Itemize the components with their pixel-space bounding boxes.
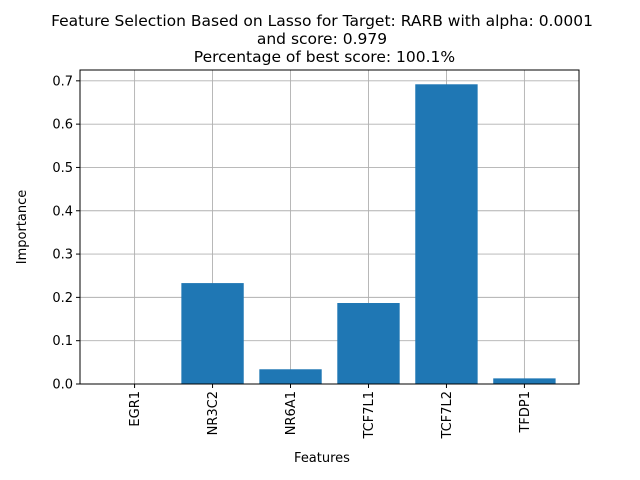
y-axis: 0.0 0.1 0.2 0.3 0.4 0.5 0.6 0.7 (52, 74, 80, 393)
y-tick-label: 0.3 (52, 248, 73, 263)
x-axis: EGR1 NR3C2 NR6A1 TCF7L1 TCF7L2 TFDP1 (128, 384, 533, 440)
chart-title-line-1: Feature Selection Based on Lasso for Tar… (51, 12, 593, 30)
bar-tfdp1 (493, 378, 556, 384)
plot-frame (79, 69, 580, 385)
y-tick-label: 0.7 (52, 74, 73, 89)
x-tick-label: TFDP1 (518, 391, 533, 434)
y-tick-label: 0.2 (52, 291, 73, 306)
y-tick-label: 0.4 (52, 204, 73, 219)
bar-nr6a1 (259, 369, 322, 384)
y-tick-label: 0.6 (52, 118, 73, 133)
bar-tcf7l1 (337, 303, 400, 384)
y-tick-label: 0.0 (52, 378, 73, 393)
bar-tcf7l2 (415, 84, 478, 384)
chart-title-line-2: and score: 0.979 (257, 30, 387, 48)
y-tick-label: 0.5 (52, 161, 73, 176)
x-tick-label: TCF7L1 (362, 391, 377, 440)
chart-title: Feature Selection Based on Lasso for Tar… (51, 12, 593, 66)
x-tick-label: NR6A1 (284, 391, 299, 435)
x-tick-label: EGR1 (128, 391, 143, 427)
y-axis-label: Importance (15, 190, 30, 265)
chart-title-line-3: Percentage of best score: 100.1% (189, 48, 455, 66)
x-tick-label: TCF7L2 (440, 391, 455, 440)
x-axis-label: Features (294, 451, 350, 466)
x-tick-label: NR3C2 (206, 391, 221, 435)
bar-nr3c2 (181, 283, 244, 384)
bars (181, 84, 556, 384)
y-tick-label: 0.1 (52, 334, 73, 349)
grid (80, 70, 579, 385)
